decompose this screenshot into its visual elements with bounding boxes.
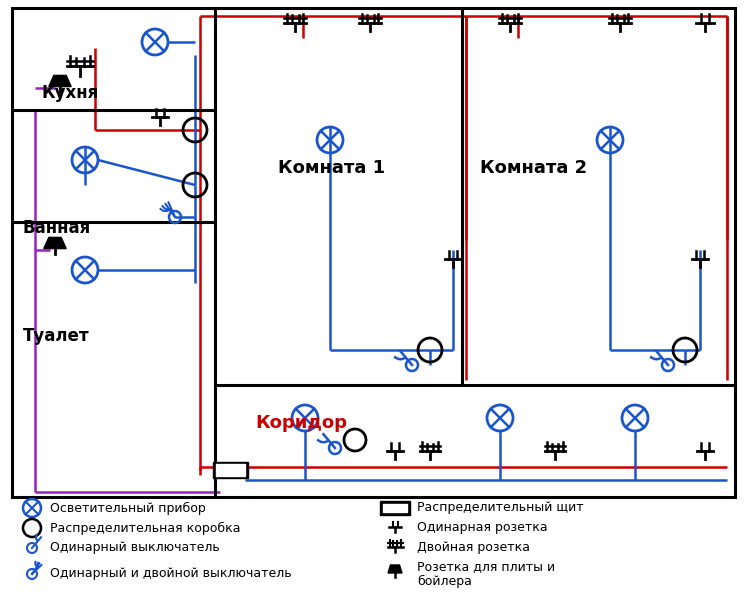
- Text: Осветительный прибор: Осветительный прибор: [50, 502, 206, 515]
- Polygon shape: [388, 565, 402, 573]
- Text: Двойная розетка: Двойная розетка: [417, 541, 530, 554]
- Text: Ванная: Ванная: [22, 219, 91, 237]
- Bar: [383, 504, 407, 512]
- Bar: [215, 464, 244, 476]
- Text: Одинарная розетка: Одинарная розетка: [417, 521, 548, 535]
- Text: Комната 2: Комната 2: [480, 159, 587, 177]
- Text: Туалет: Туалет: [22, 327, 89, 345]
- Text: Распределительный щит: Распределительный щит: [417, 502, 584, 514]
- Bar: [380, 501, 410, 515]
- Polygon shape: [44, 238, 66, 248]
- Text: Кухня: Кухня: [41, 84, 98, 102]
- Text: Комната 1: Комната 1: [278, 159, 385, 177]
- Polygon shape: [49, 76, 71, 86]
- Bar: [212, 462, 248, 478]
- Text: Коридор: Коридор: [255, 414, 347, 432]
- Text: Одинарный выключатель: Одинарный выключатель: [50, 541, 220, 554]
- Text: Распределительная коробка: Распределительная коробка: [50, 521, 241, 535]
- Text: Одинарный и двойной выключатель: Одинарный и двойной выключатель: [50, 568, 292, 581]
- Bar: [12, 8, 735, 497]
- Text: Розетка для плиты и
бойлера: Розетка для плиты и бойлера: [417, 560, 555, 588]
